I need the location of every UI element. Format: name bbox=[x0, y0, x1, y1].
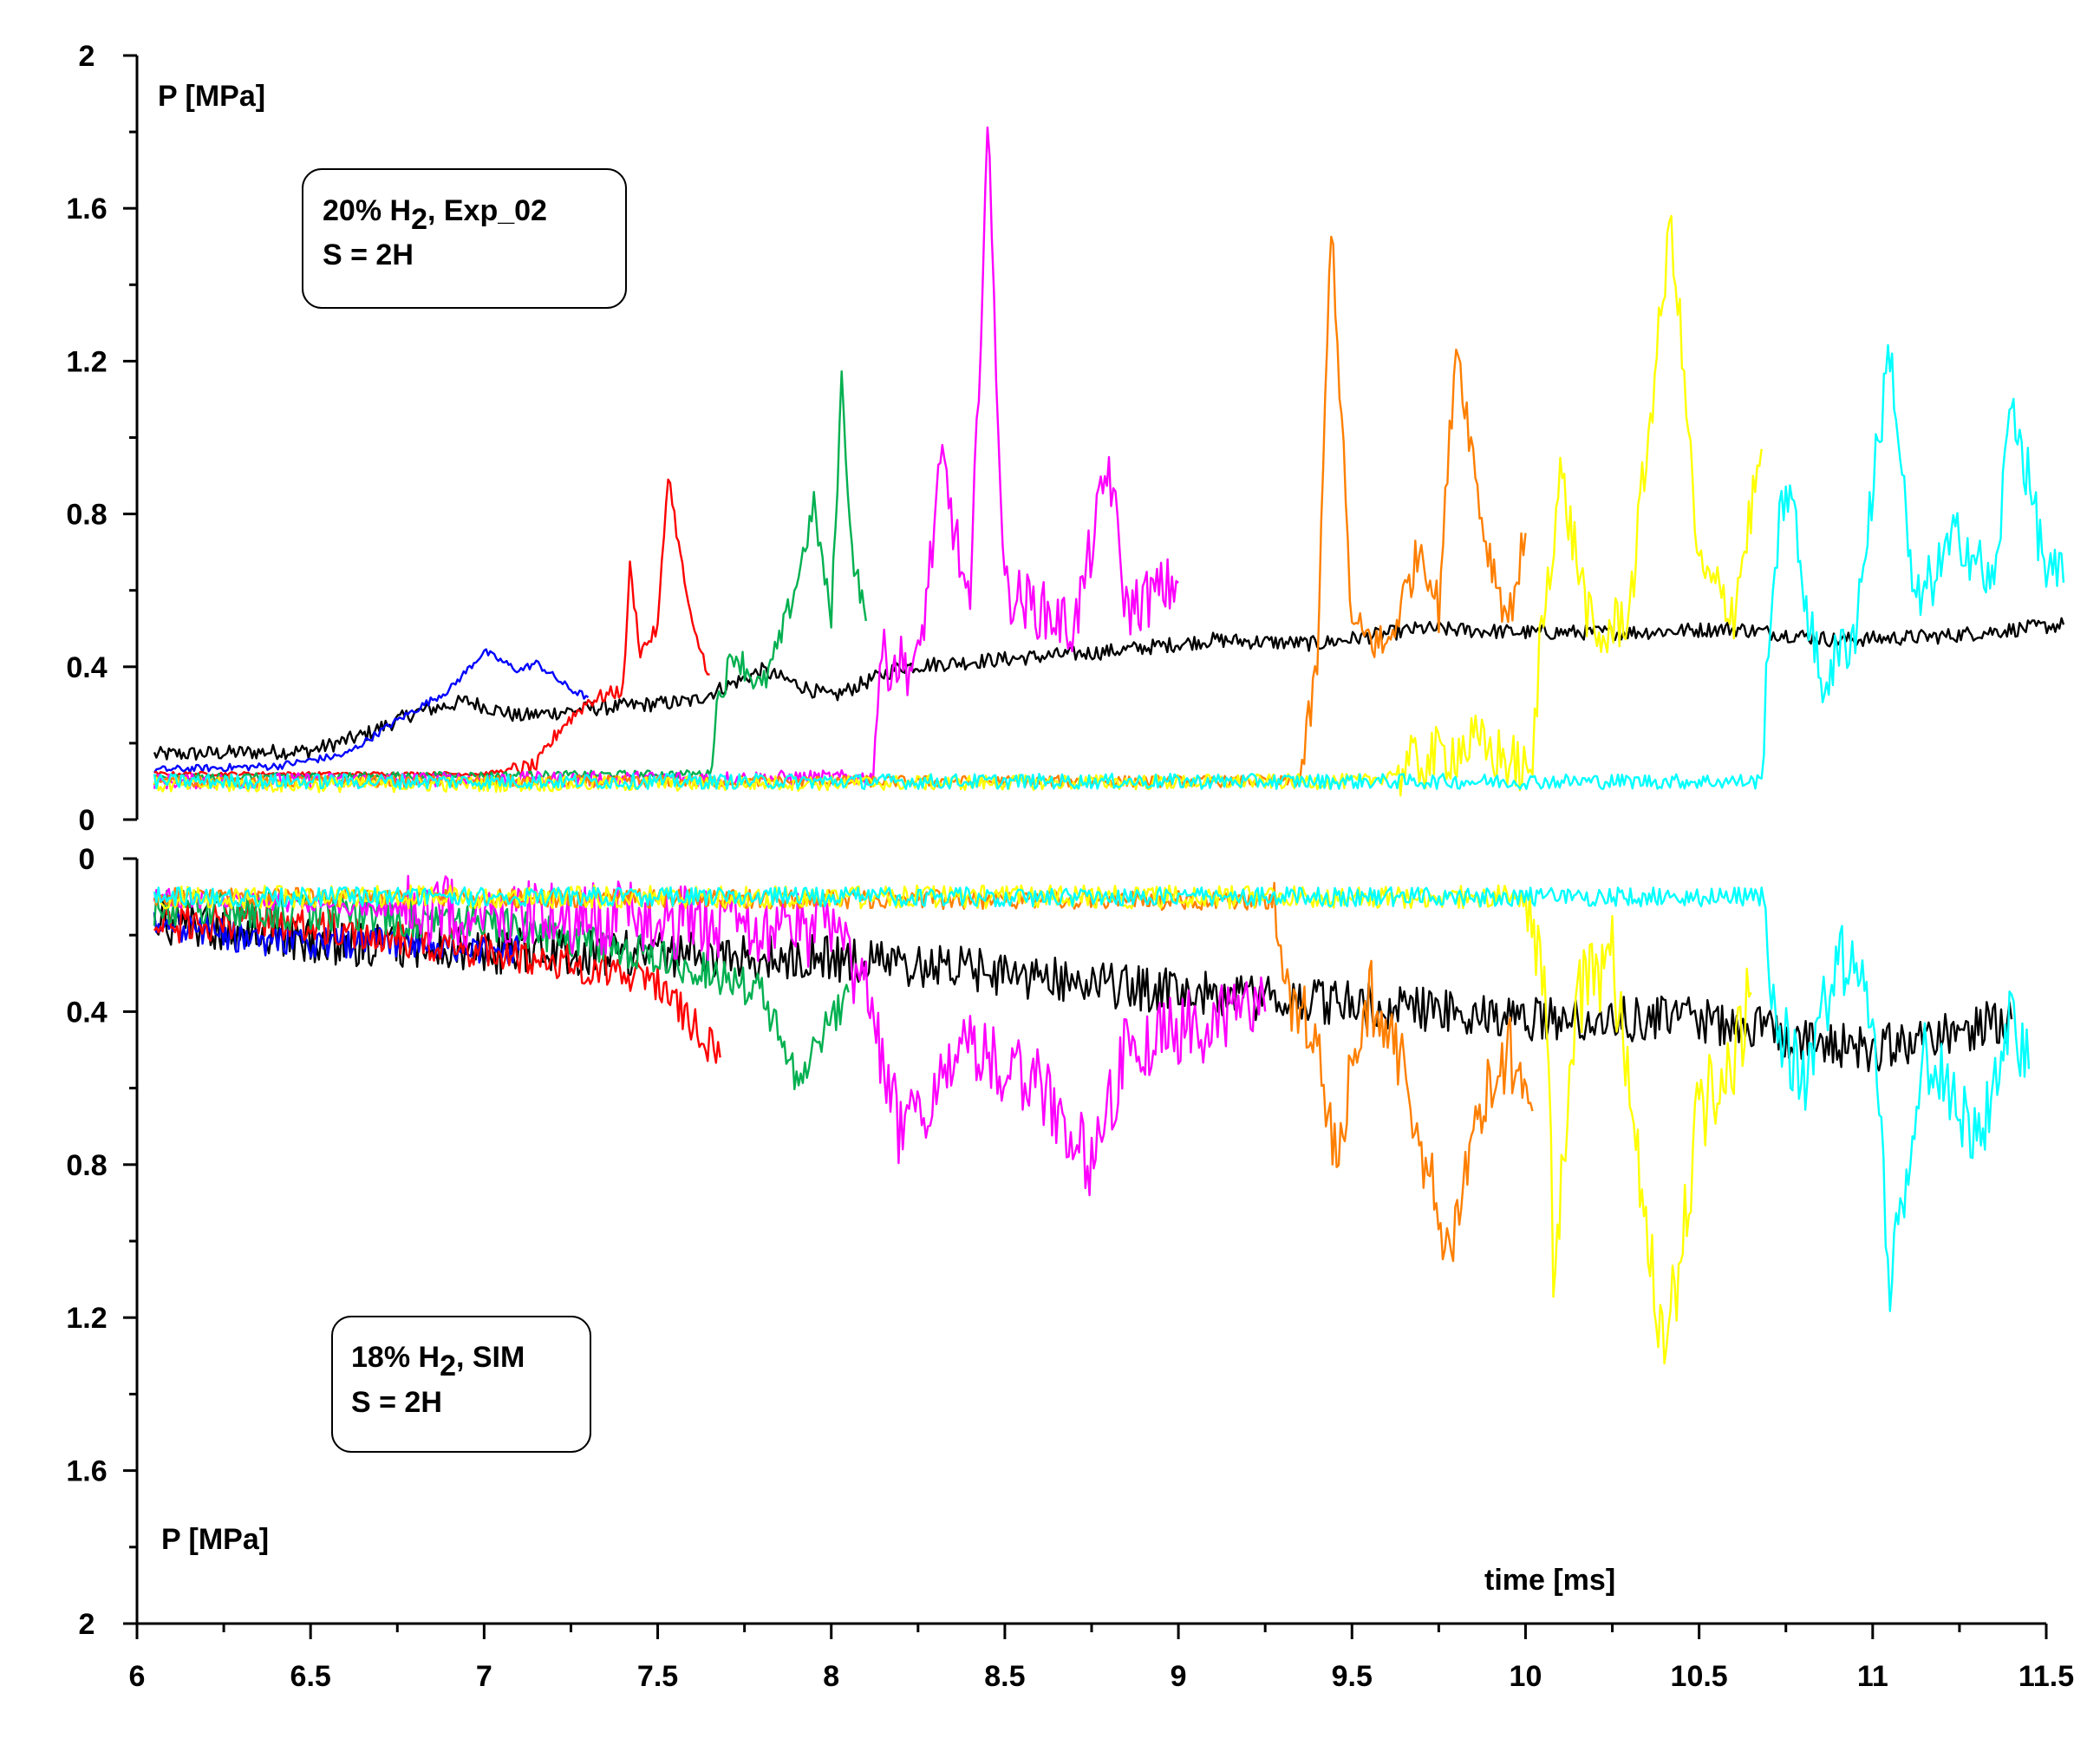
y-tick-label: 0.4 bbox=[66, 651, 107, 684]
annotation-bottom-line1-sub: 2 bbox=[440, 1350, 456, 1382]
annotation-bottom-line2: S = 2H bbox=[351, 1386, 442, 1419]
x-tick-label: 8 bbox=[823, 1660, 839, 1693]
series-line-simulation-yellow bbox=[153, 884, 1752, 1365]
x-tick-label: 8.5 bbox=[984, 1660, 1025, 1693]
x-tick-label: 6.5 bbox=[290, 1660, 331, 1693]
y-tick-label: 1.6 bbox=[66, 1455, 107, 1488]
series-line-experiment-blue bbox=[153, 648, 590, 774]
bottom-panel-simulation: 0 0.4 0.8 1.2 1.6 2 bbox=[66, 843, 2031, 1641]
y-tick-label: 0.8 bbox=[66, 499, 107, 532]
bottom-y-axis-label: P [MPa] bbox=[161, 1523, 269, 1556]
x-tick-label: 9.5 bbox=[1332, 1660, 1373, 1693]
series-line-simulation-cyan bbox=[153, 886, 2031, 1312]
y-tick-label: 0.4 bbox=[66, 996, 107, 1029]
x-tick-label: 7.5 bbox=[637, 1660, 678, 1693]
annotation-box-bottom: 18% H2, SIM S = 2H bbox=[331, 1316, 591, 1453]
x-tick-label: 11 bbox=[1857, 1660, 1888, 1693]
annotation-top-line1-prefix: 20% H bbox=[323, 194, 411, 227]
top-y-axis-label: P [MPa] bbox=[158, 80, 265, 113]
series-line-simulation-green bbox=[153, 889, 850, 1091]
annotation-top-line1-sub: 2 bbox=[411, 203, 427, 236]
top-panel-experiment: 0 0.4 0.8 1.2 1.6 2 bbox=[66, 40, 2065, 837]
annotation-top-line2: S = 2H bbox=[323, 239, 414, 271]
annotation-box-top: 20% H2, Exp_02 S = 2H bbox=[302, 168, 627, 309]
y-tick-label: 1.2 bbox=[66, 345, 107, 378]
series-line-experiment-red bbox=[153, 478, 710, 777]
y-tick-label: 0.8 bbox=[66, 1149, 107, 1182]
annotation-bottom-line1-suffix: , SIM bbox=[456, 1341, 525, 1374]
annotation-bottom-line1-prefix: 18% H bbox=[351, 1341, 440, 1374]
x-axis: 6 6.5 7 7.5 8 8.5 9 9.5 10 10.5 11 11.5 bbox=[129, 1622, 2074, 1693]
annotation-top-line1-suffix: , Exp_02 bbox=[427, 194, 547, 227]
y-tick-label: 1.2 bbox=[66, 1302, 107, 1335]
x-tick-label: 9 bbox=[1171, 1660, 1187, 1693]
series-line-experiment-black bbox=[153, 617, 2065, 761]
series-line-simulation-magenta bbox=[153, 874, 1267, 1197]
series-line-experiment-green bbox=[153, 370, 867, 782]
y-tick-label: 2 bbox=[79, 40, 95, 73]
x-tick-label: 11.5 bbox=[2018, 1660, 2074, 1693]
x-tick-label: 10 bbox=[1510, 1660, 1542, 1693]
y-tick-label: 1.6 bbox=[66, 193, 107, 225]
x-tick-label: 7 bbox=[476, 1660, 492, 1693]
svg-text:20% H2, Exp_02: 20% H2, Exp_02 bbox=[323, 194, 547, 236]
x-tick-label: 6 bbox=[129, 1660, 146, 1693]
series-line-experiment-cyan bbox=[153, 343, 2065, 790]
y-tick-label: 2 bbox=[79, 1608, 95, 1641]
svg-text:18% H2, SIM: 18% H2, SIM bbox=[351, 1341, 525, 1382]
y-tick-label: 0 bbox=[79, 804, 95, 837]
y-tick-label: 0 bbox=[79, 843, 95, 876]
x-axis-label: time [ms] bbox=[1484, 1564, 1615, 1597]
series-line-simulation-black bbox=[153, 899, 2013, 1073]
series-line-experiment-orange bbox=[153, 235, 1527, 788]
x-tick-label: 10.5 bbox=[1671, 1660, 1728, 1693]
